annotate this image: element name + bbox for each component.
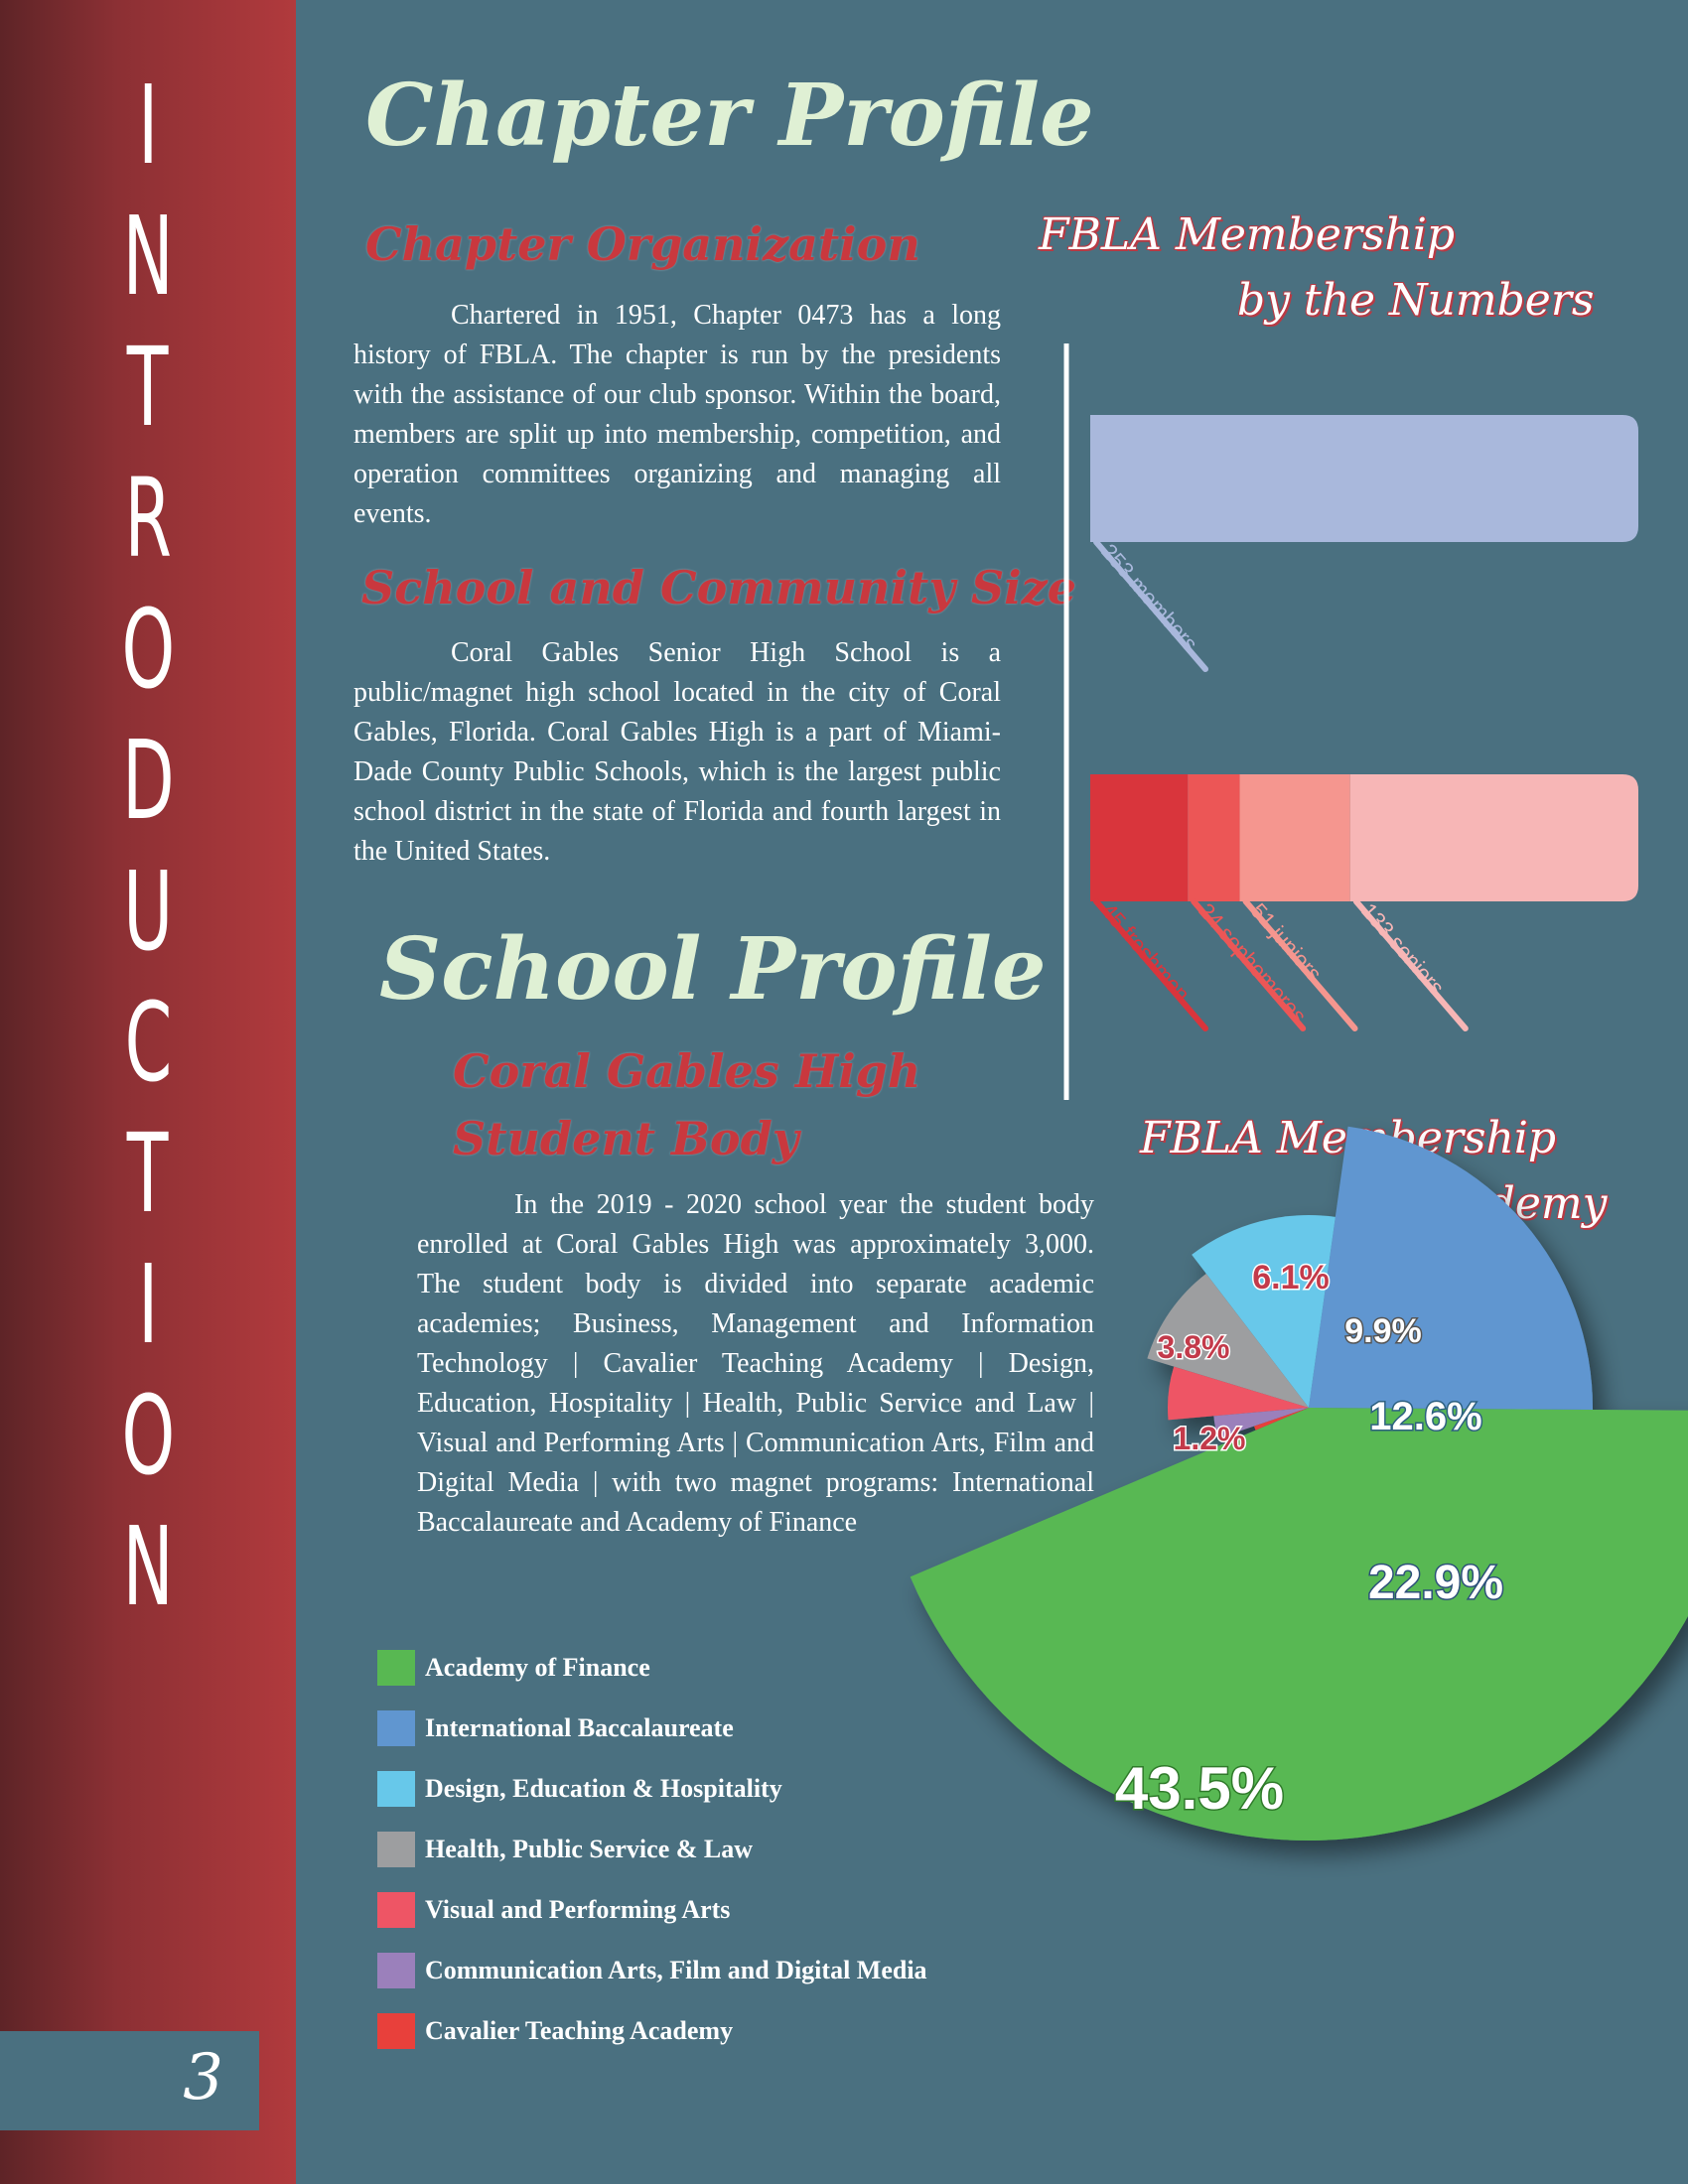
pie-data-label: 9.9% [1344, 1312, 1422, 1350]
student-body-heading-line2: Student Body [453, 1112, 799, 1165]
legend-label: International Baccalaureate [425, 1713, 734, 1742]
legend-label: Design, Education & Hospitality [425, 1774, 782, 1803]
sidebar-letter: N [122, 1503, 174, 1630]
school-community-size-heading: School and Community Size [361, 561, 1077, 614]
school-profile-title: School Profile [379, 919, 1047, 1020]
pie-slice [1254, 1408, 1309, 1431]
sidebar-letter: D [121, 717, 175, 844]
pie-slice [1309, 1126, 1593, 1410]
pie-data-label: 1.2% [1174, 1421, 1246, 1456]
legend-label: Visual and Performing Arts [425, 1895, 731, 1924]
pie-slice [1168, 1366, 1309, 1421]
legend-item: International Baccalaureate [377, 1708, 734, 1748]
legend-label: Cavalier Teaching Academy [425, 2016, 734, 2045]
pie-slice [1147, 1273, 1309, 1408]
chapter-organization-text: Chartered in 1951, Chapter 0473 has a lo… [353, 300, 1001, 529]
sidebar-letter: C [124, 979, 172, 1106]
sidebar-letter: O [121, 586, 175, 713]
legend-item: Design, Education & Hospitality [377, 1769, 782, 1809]
bar-leader-line [1093, 539, 1208, 672]
sidebar-letter: U [123, 848, 173, 975]
student-body-heading-line1: Coral Gables High [453, 1044, 921, 1098]
legend-swatch [377, 1832, 415, 1867]
bar-leader-line [1352, 898, 1469, 1031]
legend-label: Communication Arts, Film and Digital Med… [425, 1956, 927, 1984]
pie-slice [1192, 1214, 1336, 1408]
pie-data-label: 43.5% [1115, 1755, 1284, 1822]
legend-item: Visual and Performing Arts [377, 1890, 730, 1930]
page-number: 3 [183, 2041, 223, 2115]
legend-item: Communication Arts, Film and Digital Med… [377, 1951, 927, 1990]
pie-data-label: 12.6% [1369, 1395, 1481, 1438]
legend-label: Academy of Finance [425, 1653, 650, 1682]
bar-segment-juniors [1239, 774, 1350, 901]
sidebar-letter: I [137, 1241, 159, 1368]
bar-leader-line [1242, 898, 1358, 1031]
pie-data-label: 22.9% [1368, 1557, 1503, 1609]
bar-segment-seniors [1349, 774, 1638, 901]
bar-leader-line [1093, 898, 1208, 1031]
legend-item: Cavalier Teaching Academy [377, 2011, 733, 2051]
student-body-text: In the 2019 - 2020 school year the stude… [417, 1189, 1094, 1538]
legend-swatch [377, 1771, 415, 1807]
legend-swatch [377, 1710, 415, 1746]
legend-item: Academy of Finance [377, 1648, 650, 1688]
chapter-profile-title: Chapter Profile [365, 66, 1094, 166]
pie-data-label: 6.1% [1252, 1259, 1330, 1297]
sidebar-letter: I [137, 62, 159, 189]
chapter-organization-heading: Chapter Organization [365, 217, 920, 271]
bar-segment-sophomores [1188, 774, 1240, 901]
legend-label: Health, Public Service & Law [425, 1835, 754, 1863]
sidebar-letter: N [122, 193, 174, 320]
sidebar-letter: T [127, 1110, 169, 1237]
sidebar-letter: T [127, 324, 169, 451]
pie-slice [1213, 1408, 1309, 1438]
school-community-size-text: Coral Gables Senior High School is a pub… [353, 637, 1001, 867]
legend-swatch [377, 1953, 415, 1988]
pie-slices [910, 1126, 1688, 1841]
pie-slice [910, 1408, 1688, 1841]
bar-segment-members [1090, 415, 1638, 542]
legend-swatch [377, 1892, 415, 1928]
membership-chart-title-line1: FBLA Membership [1039, 209, 1456, 260]
sidebar-letter: R [124, 455, 172, 582]
legend-item: Health, Public Service & Law [377, 1830, 753, 1869]
bar-segment-freshmen [1090, 774, 1189, 901]
page-number-box: 3 [0, 2031, 259, 2130]
legend-swatch [377, 1650, 415, 1686]
bar-leader-line [1191, 898, 1307, 1031]
pie-data-label: 3.8% [1158, 1329, 1230, 1365]
membership-chart-title-line2: by the Numbers [1237, 275, 1595, 326]
sidebar-letter: O [121, 1372, 175, 1499]
legend-swatch [377, 2013, 415, 2049]
